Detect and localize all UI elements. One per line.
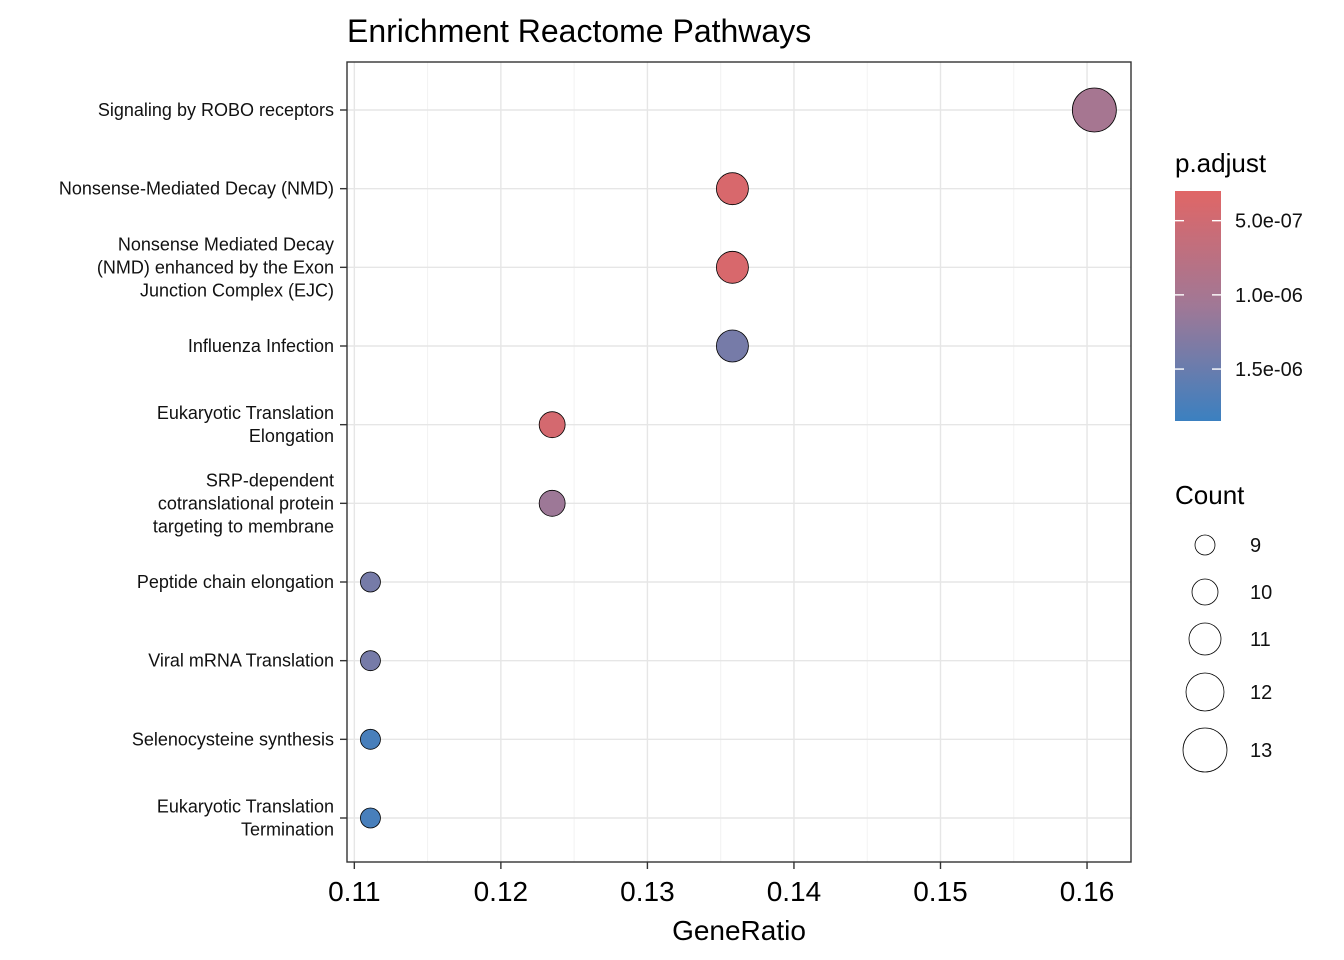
x-tick-label: 0.16 [1060, 876, 1115, 907]
count-legend-label: 11 [1250, 629, 1271, 651]
y-tick-label: Nonsense-Mediated Decay (NMD) [59, 179, 334, 199]
x-axis-title: GeneRatio [672, 915, 806, 946]
data-point [360, 571, 381, 593]
p-adjust-tick-label: 1.0e-06 [1235, 285, 1303, 307]
count-legend: Count 9 10 11 12 13 [1175, 480, 1272, 773]
y-tick-label: Elongation [249, 426, 334, 446]
plot-panel [346, 61, 1132, 863]
data-point [716, 172, 749, 206]
count-legend-key [1194, 534, 1216, 556]
p-adjust-tick-label: 1.5e-06 [1235, 359, 1303, 381]
x-tick-label: 0.15 [913, 876, 968, 907]
y-tick-label: Viral mRNA Translation [148, 651, 334, 671]
data-point [538, 411, 566, 439]
y-tick-label: SRP-dependent [206, 470, 334, 490]
count-legend-key [1191, 578, 1219, 606]
count-legend-key [1182, 727, 1228, 773]
y-axis-labels: Signaling by ROBO receptors Nonsense-Medi… [59, 100, 347, 840]
chart-title: Enrichment Reactome Pathways [347, 13, 811, 49]
x-tick-label: 0.14 [767, 876, 822, 907]
y-tick-label: Termination [241, 820, 334, 840]
x-tick-label: 0.12 [474, 876, 529, 907]
y-tick-label: Eukaryotic Translation [157, 403, 334, 423]
data-point [360, 650, 381, 672]
y-tick-label: Influenza Infection [188, 336, 334, 356]
y-tick-label: targeting to membrane [153, 516, 334, 536]
count-legend-label: 12 [1250, 682, 1272, 704]
data-point [360, 728, 381, 750]
y-tick-label: (NMD) enhanced by the Exon [97, 257, 334, 277]
y-tick-label: Signaling by ROBO receptors [98, 100, 334, 120]
p-adjust-legend: p.adjust 5.0e-07 1.0e-06 1.5e-06 [1175, 148, 1303, 421]
data-point [360, 807, 381, 829]
count-legend-title: Count [1175, 480, 1245, 510]
y-tick-label: Eukaryotic Translation [157, 797, 334, 817]
count-legend-label: 9 [1250, 535, 1261, 557]
y-tick-label: cotranslational protein [158, 493, 334, 513]
panel-border [346, 61, 1132, 863]
count-legend-key [1188, 622, 1222, 656]
x-axis: 0.11 0.12 0.13 0.14 0.15 0.16 [328, 862, 1114, 907]
count-legend-label: 13 [1250, 740, 1272, 762]
p-adjust-legend-title: p.adjust [1175, 148, 1267, 178]
y-tick-label: Junction Complex (EJC) [140, 280, 334, 300]
count-legend-label: 10 [1250, 582, 1272, 604]
y-tick-label: Selenocysteine synthesis [132, 729, 334, 749]
y-tick-label: Peptide chain elongation [137, 572, 334, 592]
data-point [1071, 87, 1117, 133]
data-point [716, 329, 749, 363]
color-bar [1175, 191, 1221, 421]
y-tick-label: Nonsense Mediated Decay [118, 234, 334, 254]
x-tick-label: 0.11 [328, 876, 380, 907]
count-legend-key [1185, 672, 1225, 712]
data-point [716, 250, 749, 284]
p-adjust-tick-label: 5.0e-07 [1235, 211, 1303, 233]
x-tick-label: 0.13 [620, 876, 675, 907]
data-point [538, 489, 566, 517]
